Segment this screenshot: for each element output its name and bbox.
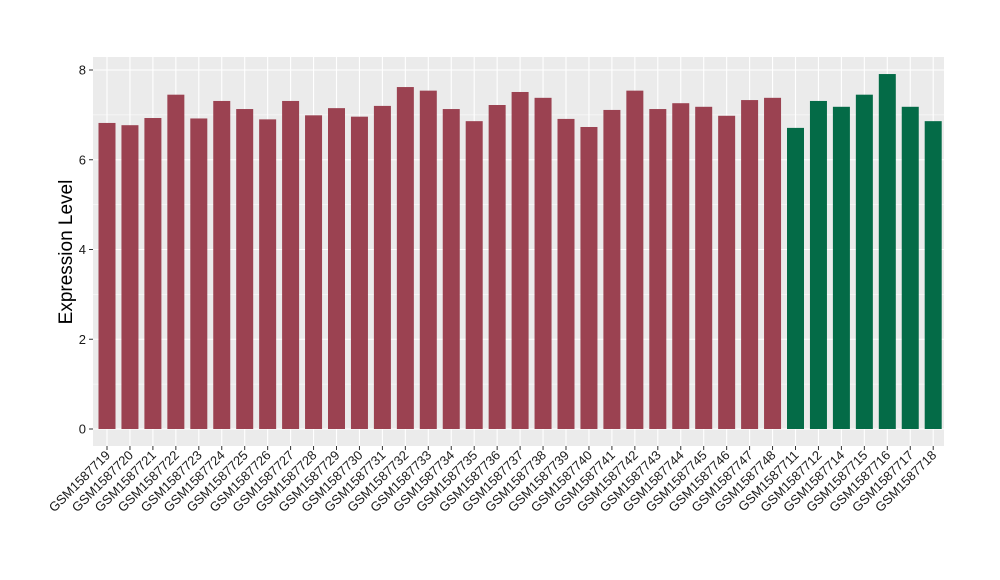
bar-GSM1587740 (580, 126, 598, 430)
bar-GSM1587728 (305, 115, 323, 429)
bar-GSM1587719 (98, 122, 116, 429)
bar-GSM1587720 (121, 125, 139, 429)
bars (98, 74, 942, 430)
y-axis-title: Expression Level (56, 180, 77, 325)
bar-GSM1587716 (878, 74, 896, 429)
bar-GSM1587741 (603, 109, 621, 429)
bar-GSM1587748 (764, 97, 782, 429)
bar-GSM1587743 (649, 109, 667, 429)
bar-GSM1587733 (419, 90, 437, 429)
bar-GSM1587712 (809, 100, 827, 430)
bar-GSM1587714 (832, 106, 850, 430)
y-tick-label: 2 (79, 332, 86, 347)
bar-GSM1587717 (901, 106, 919, 430)
bar-GSM1587725 (236, 109, 254, 429)
bar-GSM1587723 (190, 118, 208, 429)
bar-GSM1587738 (534, 97, 552, 429)
bar-GSM1587718 (924, 121, 942, 429)
bar-GSM1587727 (282, 100, 300, 430)
bar-GSM1587731 (373, 105, 391, 430)
y-tick-label: 8 (79, 63, 86, 78)
bar-GSM1587742 (626, 90, 644, 429)
y-tick-label: 4 (79, 242, 86, 257)
bar-GSM1587746 (718, 115, 736, 430)
bar-GSM1587724 (213, 100, 231, 430)
bar-GSM1587721 (144, 118, 162, 430)
bar-GSM1587729 (328, 108, 345, 430)
bar-GSM1587726 (259, 119, 277, 430)
bar-GSM1587736 (488, 105, 506, 429)
bar-GSM1587711 (787, 127, 804, 430)
bar-GSM1587747 (741, 100, 759, 429)
y-tick-label: 6 (79, 152, 86, 167)
x-axis: GSM1587719GSM1587720GSM1587721GSM1587722… (46, 446, 939, 515)
bar-GSM1587739 (557, 118, 575, 429)
bar-GSM1587734 (442, 109, 460, 429)
bar-GSM1587722 (167, 94, 185, 430)
y-axis: 0 2 4 6 8 (79, 63, 93, 437)
bar-GSM1587744 (672, 103, 690, 430)
bar-GSM1587730 (350, 116, 368, 430)
bar-GSM1587732 (396, 87, 414, 430)
bar-GSM1587737 (511, 91, 529, 430)
bar-GSM1587735 (465, 121, 483, 429)
bar-GSM1587715 (855, 94, 873, 430)
bar-GSM1587745 (695, 106, 713, 430)
y-tick-label: 0 (79, 422, 86, 437)
